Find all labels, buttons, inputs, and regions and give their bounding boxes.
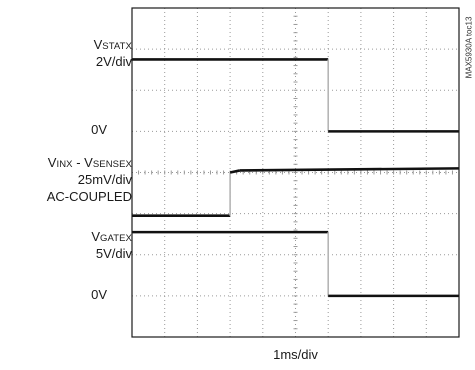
channel-2-trace-segment — [229, 169, 241, 174]
channel-1-name: VSTATX — [93, 37, 132, 52]
channel-2-name: VINX - VSENSEX — [47, 155, 132, 170]
x-axis-label: 1ms/div — [273, 347, 318, 362]
channel-2-scale: 25mV/div — [77, 172, 132, 187]
channel-3-zero-label: 0V — [91, 287, 107, 302]
channel-3-name: VGATEX — [91, 229, 132, 244]
figure-id: MAX5930A toc13 — [464, 16, 474, 79]
channel-3-scale: 5V/div — [95, 246, 132, 261]
grid — [131, 7, 460, 338]
plot-frame — [131, 7, 460, 338]
channel-1-scale: 2V/div — [95, 54, 132, 69]
traces — [132, 58, 460, 298]
channel-2-coupling: AC-COUPLED — [46, 189, 132, 204]
channel-2-trace-segment — [239, 167, 460, 172]
channel-1-zero-label: 0V — [91, 122, 107, 137]
